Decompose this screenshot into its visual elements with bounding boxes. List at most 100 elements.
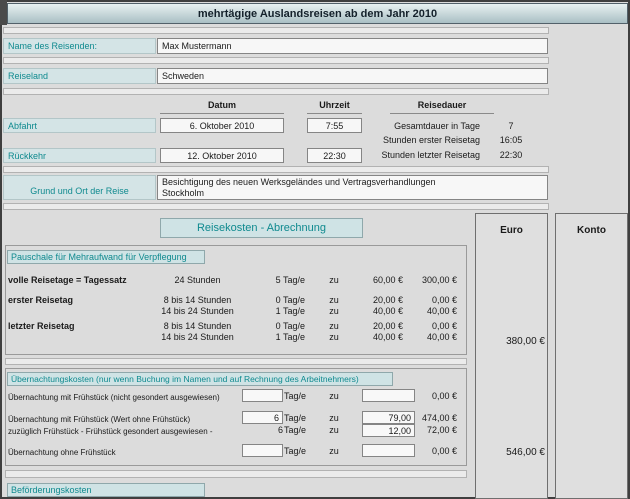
meals-row-hours: 24 Stunden	[174, 275, 221, 285]
form-title: mehrtägige Auslandsreisen ab dem Jahr 20…	[7, 3, 628, 24]
column-header-duration: Reisedauer	[390, 100, 494, 114]
traveler-name-label: Name des Reisenden:	[3, 38, 156, 54]
spacer-row	[3, 203, 549, 210]
meals-row-amount: 40,00 €	[426, 332, 457, 342]
lodging-section-box	[5, 368, 467, 466]
spacer-row	[3, 57, 549, 64]
lodging-days-input[interactable]	[242, 444, 283, 457]
return-date-field[interactable]: 12. Oktober 2010	[160, 148, 284, 163]
trip-reason-line2: Stockholm	[162, 188, 205, 198]
expense-report-heading: Reisekosten - Abrechnung	[160, 218, 363, 238]
lodging-days-input[interactable]: 6	[242, 411, 283, 424]
window-frame-top	[0, 0, 630, 2]
meals-row-days: 0 Tag/e	[275, 321, 305, 331]
meals-row-amount: 0,00 €	[431, 295, 457, 305]
lodging-subtotal: 546,00 €	[506, 447, 545, 458]
duration-total-days-label: Gesamtdauer in Tage	[394, 121, 480, 131]
country-label: Reiseland	[3, 68, 156, 84]
duration-total-days-value: 7	[508, 121, 514, 131]
spacer-row	[3, 88, 549, 95]
lodging-rate-input[interactable]	[362, 389, 415, 402]
lodging-row-unit: Tag/e	[284, 413, 307, 423]
lodging-row-amount: 0,00 €	[431, 391, 457, 401]
lodging-rate-input[interactable]: 12,00	[362, 424, 415, 437]
meals-row-zu: zu	[329, 295, 339, 305]
meals-row-hours: 8 bis 14 Stunden	[163, 295, 232, 305]
lodging-row-label: Übernachtung mit Frühstück (Wert ohne Fr…	[8, 415, 191, 424]
trip-reason-field[interactable]: Besichtigung des neuen Werksgeländes und…	[157, 175, 548, 200]
lodging-rate-input[interactable]	[362, 444, 415, 457]
meals-row-rate: 40,00 €	[372, 332, 403, 342]
meals-row-rate: 20,00 €	[372, 321, 403, 331]
lodging-row-amount: 0,00 €	[431, 446, 457, 456]
window-frame-bottom	[0, 497, 630, 499]
return-label: Rückkehr	[3, 148, 156, 163]
meals-row-zu: zu	[329, 275, 339, 285]
meals-row-rate: 20,00 €	[372, 295, 403, 305]
euro-column-header: Euro	[500, 225, 523, 236]
lodging-row-amount: 474,00 €	[421, 413, 457, 423]
trip-reason-line1: Besichtigung des neuen Werksgeländes und…	[162, 177, 436, 187]
spacer-row	[3, 166, 549, 173]
meals-row-rate: 60,00 €	[372, 275, 403, 285]
meals-row-hours: 14 bis 24 Stunden	[161, 332, 234, 342]
lodging-row-amount: 72,00 €	[426, 425, 457, 435]
lodging-row-label: Übernachtung ohne Frühstück	[8, 448, 116, 457]
meals-row-zu: zu	[329, 306, 339, 316]
meals-row-hours: 14 bis 24 Stunden	[161, 306, 234, 316]
lodging-row-zu: zu	[329, 413, 339, 423]
departure-label: Abfahrt	[3, 118, 156, 133]
lodging-days-input[interactable]	[242, 389, 283, 402]
window-frame-corner	[0, 0, 7, 25]
traveler-name-field[interactable]: Max Mustermann	[157, 38, 548, 54]
spacer-row	[5, 358, 467, 365]
return-time-field[interactable]: 22:30	[307, 148, 362, 163]
meals-row-label: volle Reisetage = Tagessatz	[8, 275, 127, 285]
meals-row-rate: 40,00 €	[372, 306, 403, 316]
lodging-row-unit: Tag/e	[284, 446, 307, 456]
meals-row-amount: 0,00 €	[431, 321, 457, 331]
lodging-row-zu: zu	[329, 425, 339, 435]
konto-column-header: Konto	[577, 225, 606, 236]
spacer-row	[5, 470, 467, 478]
lodging-row-unit: Tag/e	[284, 425, 307, 435]
meals-row-amount: 300,00 €	[421, 275, 457, 285]
window-frame-left	[0, 0, 2, 499]
column-header-date: Datum	[160, 100, 284, 114]
duration-first-day-label: Stunden erster Reisetag	[382, 135, 480, 145]
trip-reason-label: Grund und Ort der Reise	[3, 175, 156, 200]
departure-date-field[interactable]: 6. Oktober 2010	[160, 118, 284, 133]
meals-row-days: 5 Tag/e	[275, 275, 305, 285]
country-field[interactable]: Schweden	[157, 68, 548, 84]
meals-section-box	[5, 245, 467, 355]
departure-time-field[interactable]: 7:55	[307, 118, 362, 133]
lodging-section-heading: Übernachtungskosten (nur wenn Buchung im…	[7, 372, 393, 386]
lodging-row-days: 6	[277, 425, 283, 435]
meals-row-days: 0 Tag/e	[275, 295, 305, 305]
meals-row-hours: 8 bis 14 Stunden	[163, 321, 232, 331]
meals-row-amount: 40,00 €	[426, 306, 457, 316]
meals-row-zu: zu	[329, 332, 339, 342]
lodging-row-unit: Tag/e	[284, 391, 307, 401]
meals-row-label: erster Reisetag	[8, 295, 74, 305]
transport-section-heading: Beförderungskosten	[7, 483, 205, 497]
konto-column	[555, 213, 628, 499]
lodging-row-label: Übernachtung mit Frühstück (nicht gesond…	[8, 393, 220, 402]
lodging-row-label: zuzüglich Frühstück - Frühstück gesonder…	[8, 427, 213, 436]
meals-section-heading: Pauschale für Mehraufwand für Verpflegun…	[7, 250, 205, 264]
window-frame-right	[628, 0, 630, 499]
meals-row-days: 1 Tag/e	[275, 332, 305, 342]
lodging-row-zu: zu	[329, 391, 339, 401]
column-header-time: Uhrzeit	[307, 100, 362, 114]
lodging-rate-input[interactable]: 79,00	[362, 411, 415, 424]
meals-row-days: 1 Tag/e	[275, 306, 305, 316]
meals-row-label: letzter Reisetag	[8, 321, 75, 331]
lodging-row-zu: zu	[329, 446, 339, 456]
spacer-row	[3, 27, 549, 34]
duration-last-day-value: 22:30	[499, 150, 523, 160]
meals-subtotal: 380,00 €	[506, 336, 545, 347]
meals-row-zu: zu	[329, 321, 339, 331]
duration-last-day-label: Stunden letzter Reisetag	[381, 150, 480, 160]
duration-first-day-value: 16:05	[499, 135, 523, 145]
